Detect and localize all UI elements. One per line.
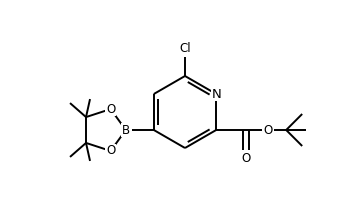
Text: N: N: [211, 88, 221, 101]
Text: O: O: [106, 144, 115, 158]
Text: B: B: [122, 123, 130, 136]
Text: O: O: [241, 152, 251, 165]
Text: Cl: Cl: [179, 42, 191, 55]
Text: O: O: [106, 103, 115, 116]
Text: O: O: [264, 123, 273, 136]
